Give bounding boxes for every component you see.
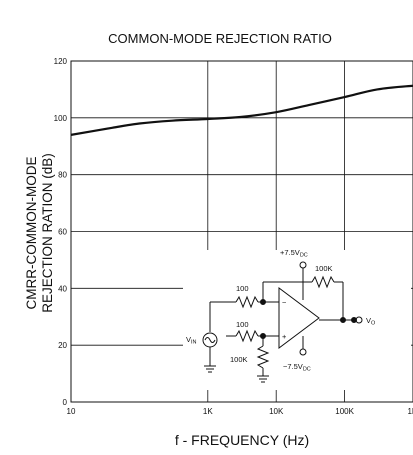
- node-inv: [260, 299, 266, 305]
- x-tick-labels: 10 1K 10K 100K 1M: [67, 407, 413, 416]
- chart-title: COMMON-MODE REJECTION RATIO: [108, 31, 332, 46]
- y-tick-label: 60: [58, 228, 67, 237]
- y-tick-labels: 0 20 40 60 80 100 120: [54, 57, 68, 407]
- x-tick-label: 1M: [407, 407, 413, 416]
- opamp-plus-sign: +: [282, 332, 287, 341]
- r-top-resistor: [235, 295, 259, 309]
- x-axis-label: f - FREQUENCY (Hz): [175, 432, 309, 448]
- r-ground-label: 100K: [230, 355, 248, 364]
- y-tick-label: 0: [63, 398, 68, 407]
- vout-label: VO: [366, 316, 376, 327]
- y-axis-label-line2: REJECTION RATION (dB): [40, 153, 55, 313]
- y-tick-label: 80: [58, 171, 67, 180]
- vplus-label: +7.5VDC: [280, 248, 308, 259]
- feedback-resistor: [311, 275, 335, 289]
- opamp-minus-sign: −: [282, 298, 287, 307]
- y-tick-label: 120: [54, 57, 68, 66]
- x-tick-label: 10: [67, 407, 76, 416]
- y-axis-label-line1: CMRR-COMMON-MODE: [24, 157, 39, 310]
- circuit-diagram: [202, 261, 363, 383]
- circuit-labels: +7.5VDC 100K 100 100 100K VIN VO −7.5VDC…: [186, 248, 376, 373]
- r-ground-resistor: [256, 345, 270, 369]
- node-out-a: [340, 317, 346, 323]
- y-axis-label: CMRR-COMMON-MODE REJECTION RATION (dB): [24, 153, 55, 313]
- r-bottom-resistor: [235, 329, 259, 343]
- y-tick-label: 100: [54, 114, 68, 123]
- op-amp: [278, 287, 320, 349]
- series-line: [70, 84, 413, 136]
- vin-label: VIN: [186, 335, 197, 346]
- node-out-b: [351, 317, 357, 323]
- x-tick-label: 10K: [269, 407, 284, 416]
- vin-sine-icon: [204, 337, 216, 343]
- y-tick-label: 40: [58, 284, 67, 293]
- node-noninv: [260, 333, 266, 339]
- vminus-label: −7.5VDC: [283, 362, 311, 373]
- r-top-label: 100: [236, 284, 249, 293]
- y-tick-label: 20: [58, 341, 67, 350]
- x-tick-label: 100K: [335, 407, 354, 416]
- r-bottom-label: 100: [236, 320, 249, 329]
- x-tick-label: 1K: [203, 407, 213, 416]
- r-feedback-label: 100K: [315, 264, 333, 273]
